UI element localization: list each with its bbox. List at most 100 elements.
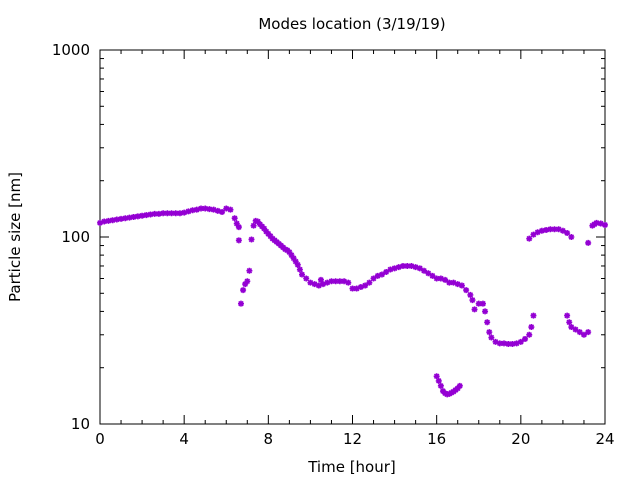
data-point — [576, 329, 583, 336]
y-tick-label: 10 — [71, 415, 90, 433]
data-point — [450, 279, 457, 286]
data-point — [408, 262, 415, 269]
data-point — [416, 265, 423, 272]
x-tick-label: 8 — [264, 430, 274, 448]
data-point — [404, 262, 411, 269]
data-point — [387, 266, 394, 273]
data-point — [151, 210, 158, 217]
data-point — [185, 208, 192, 215]
data-point — [534, 229, 541, 236]
data-point — [139, 212, 146, 219]
data-point — [198, 205, 204, 212]
y-tick-label: 100 — [61, 228, 90, 246]
data-point — [585, 239, 592, 246]
data-point — [324, 279, 331, 286]
data-point — [585, 329, 592, 336]
data-point — [101, 218, 108, 225]
data-point — [486, 329, 493, 336]
data-point — [214, 207, 221, 214]
data-point — [315, 282, 322, 289]
data-point — [118, 215, 125, 222]
data-point — [538, 227, 545, 234]
data-point — [176, 210, 183, 217]
data-point — [400, 262, 406, 269]
data-point — [513, 340, 520, 347]
data-point — [602, 221, 608, 228]
data-point — [164, 210, 171, 217]
data-point — [564, 230, 571, 237]
x-tick-label: 0 — [95, 430, 105, 448]
data-point — [311, 281, 318, 288]
data-point — [526, 235, 533, 242]
data-point — [429, 272, 436, 279]
data-point — [366, 279, 373, 286]
data-point — [509, 340, 516, 347]
data-point — [433, 275, 440, 282]
data-point — [458, 282, 465, 289]
data-point — [307, 279, 314, 286]
data-point — [206, 206, 213, 213]
data-point — [299, 271, 305, 278]
data-point — [349, 285, 356, 292]
data-point — [362, 282, 369, 289]
data-point — [160, 210, 167, 217]
data-point — [547, 226, 554, 233]
data-point — [193, 206, 200, 213]
data-point — [412, 264, 419, 271]
data-point — [555, 226, 562, 233]
data-point — [568, 234, 575, 240]
data-point — [240, 287, 247, 294]
data-point — [105, 217, 112, 224]
x-tick-label: 4 — [179, 430, 189, 448]
data-point — [530, 312, 537, 319]
data-point — [231, 215, 238, 222]
data-point — [528, 324, 535, 331]
data-point — [421, 267, 428, 274]
data-point — [97, 219, 103, 226]
x-tick-label: 20 — [511, 430, 530, 448]
data-points — [97, 205, 608, 398]
data-point — [130, 213, 137, 220]
data-point — [433, 373, 440, 380]
data-point — [328, 278, 335, 285]
data-point — [475, 300, 482, 307]
data-point — [317, 276, 324, 283]
x-axis-label: Time [hour] — [307, 458, 396, 476]
data-point — [109, 217, 116, 224]
data-point — [332, 278, 339, 285]
data-point — [357, 284, 364, 291]
data-point — [235, 224, 242, 231]
data-point — [336, 278, 343, 285]
chart-title: Modes location (3/19/19) — [258, 15, 445, 33]
data-point — [155, 210, 162, 217]
data-point — [237, 300, 244, 307]
data-point — [593, 219, 600, 226]
data-point — [482, 308, 489, 315]
data-point — [551, 226, 558, 233]
x-tick-label: 16 — [427, 430, 446, 448]
data-point — [488, 334, 495, 341]
data-point — [341, 278, 348, 285]
data-point — [435, 377, 442, 384]
data-point — [320, 281, 327, 288]
data-point — [484, 319, 491, 326]
data-point — [391, 265, 398, 272]
data-point — [345, 279, 352, 286]
data-point — [296, 266, 303, 273]
data-point — [235, 237, 242, 244]
data-point — [113, 216, 120, 223]
data-point — [530, 231, 537, 238]
data-point — [233, 220, 240, 227]
data-point — [597, 220, 604, 227]
data-point — [442, 276, 449, 283]
data-point — [383, 268, 390, 275]
data-point — [463, 287, 470, 294]
data-point — [522, 335, 529, 342]
data-point — [353, 285, 360, 292]
data-point — [168, 210, 175, 217]
data-point — [437, 382, 444, 389]
data-point — [564, 312, 571, 319]
data-point — [202, 205, 209, 212]
data-point — [223, 205, 230, 212]
